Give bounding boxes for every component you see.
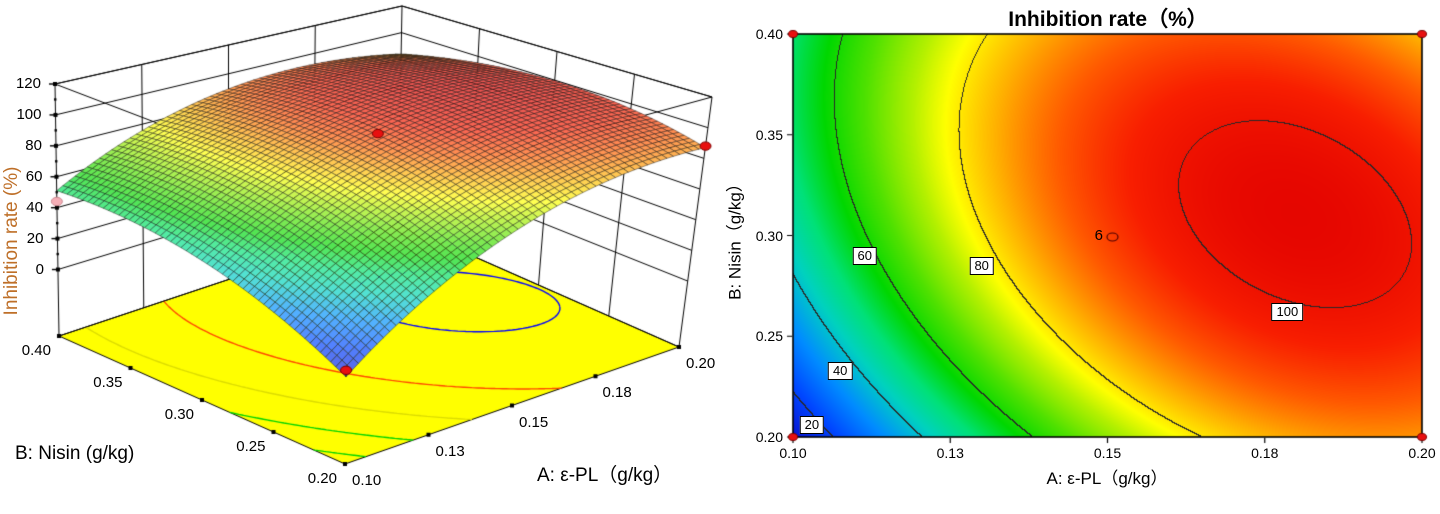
surface-b-tick-label: 0.20 [307, 470, 337, 487]
surface-b-tick-label: 0.30 [164, 406, 194, 423]
a-axis-title: A: ε-PL（g/kg） [537, 465, 673, 486]
contour-y-tick-label: 0.30 [755, 227, 783, 244]
surface-a-tick-label: 0.15 [519, 413, 549, 431]
contour-y-tick-label: 0.40 [755, 26, 783, 42]
contour-label-20: 20 [799, 415, 825, 434]
contour-label-100: 100 [1271, 303, 1304, 322]
surface-z-tick-label: 100 [16, 105, 42, 123]
surface-b-tick-label: 0.40 [21, 342, 51, 359]
surface-a-tick-label: 0.18 [602, 384, 632, 402]
surface-a-tick-label: 0.20 [686, 355, 716, 372]
b-axis-title: B: Nisin (g/kg) [15, 443, 135, 464]
surface-b-tick-label: 0.25 [236, 438, 266, 455]
surface-z-tick-label: 120 [15, 75, 41, 92]
contour-x-tick-label: 0.18 [1251, 445, 1279, 461]
center-point-run-count: 6 [1094, 227, 1103, 244]
surface-a-tick-label: 0.13 [435, 442, 465, 460]
contour-x-axis-title: A: ε-PL（g/kg） [1046, 469, 1168, 488]
contour-label-40: 40 [827, 361, 853, 380]
surface-b-tick-label: 0.35 [93, 374, 123, 391]
surface-z-tick-label: 0 [35, 260, 44, 278]
contour-y-tick-label: 0.35 [755, 126, 783, 143]
contour-y-tick-label: 0.20 [755, 429, 783, 445]
contour-plot-title: Inhibition rate（%） [1008, 8, 1208, 31]
contour-x-tick-label: 0.13 [936, 445, 964, 461]
contour-x-tick-label: 0.15 [1093, 445, 1122, 461]
surface-z-tick-label: 20 [26, 229, 44, 247]
contour-x-tick-label: 0.10 [779, 445, 807, 461]
surface-z-tick-label: 40 [26, 198, 43, 216]
surface-z-tick-label: 80 [25, 136, 42, 154]
contour-label-60: 60 [852, 246, 877, 265]
contour-y-tick-label: 0.25 [755, 328, 783, 345]
surface-z-tick-label: 60 [25, 167, 43, 185]
contour-label-80: 80 [969, 256, 994, 275]
surface-a-tick-label: 0.10 [352, 472, 382, 489]
contour-x-tick-label: 0.20 [1408, 445, 1436, 461]
